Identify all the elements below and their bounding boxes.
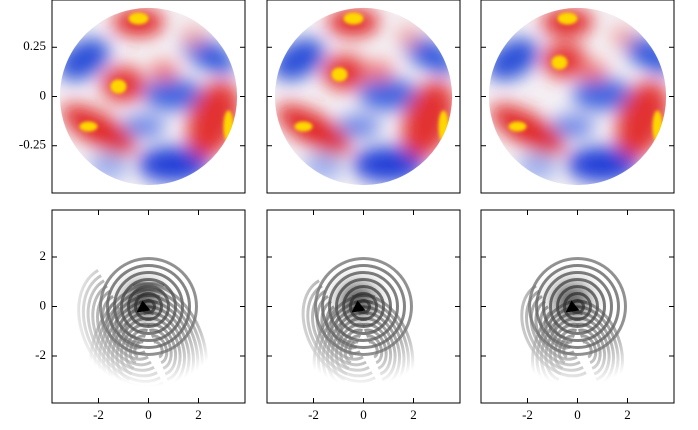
y-tick-label: 0 [40, 87, 47, 102]
phase-map [265, 8, 464, 185]
phase-blob [304, 153, 344, 181]
hot-spot [653, 111, 663, 143]
x-tick-label: -2 [308, 407, 319, 422]
x-tick-label: 2 [195, 407, 202, 422]
panel [479, 0, 682, 193]
hot-spot [295, 122, 313, 132]
panel: -2 0 2 [481, 210, 674, 422]
phase-blob [89, 153, 129, 181]
hot-spot [344, 13, 364, 25]
panel: -2 0 2 [267, 210, 460, 422]
x-tick-label: -2 [93, 407, 104, 422]
phase-blob [579, 62, 607, 82]
hot-spot [129, 13, 149, 25]
x-tick-label: 0 [574, 407, 581, 422]
phase-blob [365, 62, 393, 82]
phase-blob [182, 27, 206, 47]
hot-spot [111, 80, 127, 94]
x-tick-label: 2 [624, 407, 631, 422]
phase-blob [397, 27, 421, 47]
intensity-map [506, 259, 636, 397]
panel: 2 0 -2 -2 0 2 [35, 210, 245, 422]
hot-spot [558, 13, 578, 25]
phase-blob [611, 27, 635, 47]
intensity-map [285, 259, 427, 403]
panel [265, 0, 464, 193]
hot-spot [224, 111, 234, 143]
phase-blob [150, 62, 178, 82]
x-tick-label: 0 [145, 407, 152, 422]
hot-spot [509, 122, 527, 132]
figure: 0.25 0 -0.25 2 0 -2 -2 0 2 -2 0 2 -2 0 2 [0, 0, 698, 430]
y-tick-label: 0.25 [23, 38, 46, 53]
y-tick-label: 0 [40, 297, 47, 312]
x-tick-label: 0 [360, 407, 367, 422]
x-tick-label: 2 [410, 407, 417, 422]
intensity-map [57, 259, 224, 414]
hot-spot [439, 111, 449, 143]
hot-spot [80, 122, 98, 132]
y-tick-label: 2 [40, 248, 47, 263]
phase-map [50, 8, 249, 185]
hot-spot [332, 68, 348, 82]
y-tick-label: -2 [35, 347, 46, 362]
hot-spot [552, 56, 568, 70]
phase-blob [518, 153, 558, 181]
panel: 0.25 0 -0.25 [19, 0, 250, 193]
x-tick-label: -2 [522, 407, 533, 422]
phase-map [479, 8, 682, 185]
y-tick-label: -0.25 [19, 137, 46, 152]
